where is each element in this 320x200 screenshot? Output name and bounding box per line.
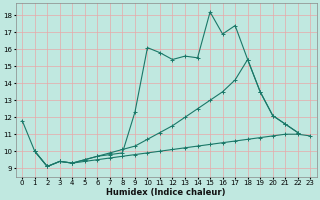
X-axis label: Humidex (Indice chaleur): Humidex (Indice chaleur) — [107, 188, 226, 197]
